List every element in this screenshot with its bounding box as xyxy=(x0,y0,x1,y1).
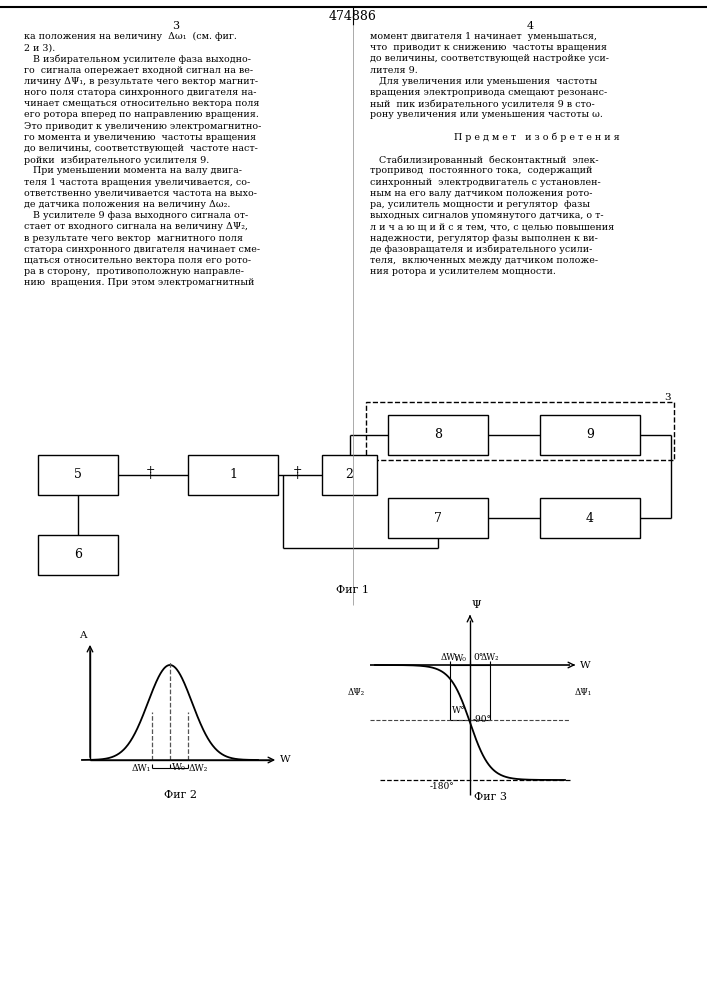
Text: ΔΨ₂: ΔΨ₂ xyxy=(348,688,365,697)
Text: ка положения на величину  Δω₁  (см. фиг.: ка положения на величину Δω₁ (см. фиг. xyxy=(24,32,237,41)
Text: 3: 3 xyxy=(173,21,180,31)
Text: 1: 1 xyxy=(229,468,237,482)
Text: 6: 6 xyxy=(74,548,82,562)
Text: щаться относительно вектора поля его рото-: щаться относительно вектора поля его рот… xyxy=(24,256,251,265)
Text: го  сигнала опережает входной сигнал на ве-: го сигнала опережает входной сигнал на в… xyxy=(24,66,253,75)
Text: +: + xyxy=(146,465,155,475)
Text: выходных сигналов упомянутого датчика, о т-: выходных сигналов упомянутого датчика, о… xyxy=(370,211,604,220)
Text: 3: 3 xyxy=(665,393,671,402)
Bar xyxy=(388,415,488,455)
Text: ния ротора и усилителем мощности.: ния ротора и усилителем мощности. xyxy=(370,267,556,276)
Text: надежности, регулятор фазы выполнен к ви-: надежности, регулятор фазы выполнен к ви… xyxy=(370,234,598,243)
Bar xyxy=(388,498,488,538)
Text: нию  вращения. При этом электромагнитный: нию вращения. При этом электромагнитный xyxy=(24,278,255,287)
Text: ра, усилитель мощности и регулятор  фазы: ра, усилитель мощности и регулятор фазы xyxy=(370,200,590,209)
Text: до величины, соответствующей настройке уси-: до величины, соответствующей настройке у… xyxy=(370,54,609,63)
Text: ра в сторону,  противоположную направле-: ра в сторону, противоположную направле- xyxy=(24,267,244,276)
Bar xyxy=(188,455,278,495)
Text: де фазовращателя и избирательного усили-: де фазовращателя и избирательного усили- xyxy=(370,245,592,254)
Text: A: A xyxy=(79,631,87,640)
Text: ройки  избирательного усилителя 9.: ройки избирательного усилителя 9. xyxy=(24,155,209,165)
Text: момент двигателя 1 начинает  уменьшаться,: момент двигателя 1 начинает уменьшаться, xyxy=(370,32,597,41)
Text: ответственно увеличивается частота на выхо-: ответственно увеличивается частота на вы… xyxy=(24,189,257,198)
Text: ΔΨ₁: ΔΨ₁ xyxy=(575,688,592,697)
Text: л и ч а ю щ и й с я тем, что, с целью повышения: л и ч а ю щ и й с я тем, что, с целью по… xyxy=(370,222,614,231)
Text: +: + xyxy=(292,471,302,481)
Text: ΔW₁: ΔW₁ xyxy=(440,653,460,662)
Text: стает от входного сигнала на величину ΔΨ₂,: стает от входного сигнала на величину ΔΨ… xyxy=(24,222,248,231)
Text: ный  пик избирательного усилителя 9 в сто-: ный пик избирательного усилителя 9 в сто… xyxy=(370,99,595,109)
Text: 0°: 0° xyxy=(473,653,484,662)
Text: 474886: 474886 xyxy=(329,10,377,23)
Text: ным на его валу датчиком положения рото-: ным на его валу датчиком положения рото- xyxy=(370,189,592,198)
Text: 4: 4 xyxy=(586,512,594,524)
Text: W°: W° xyxy=(452,706,466,715)
Text: де датчика положения на величину Δω₂.: де датчика положения на величину Δω₂. xyxy=(24,200,230,209)
Text: Фиг 3: Фиг 3 xyxy=(474,792,506,802)
Text: В избирательном усилителе фаза выходно-: В избирательном усилителе фаза выходно- xyxy=(24,54,251,64)
Text: +: + xyxy=(292,465,302,475)
Text: рону увеличения или уменьшения частоты ω.: рону увеличения или уменьшения частоты ω… xyxy=(370,110,603,119)
Text: 7: 7 xyxy=(434,512,442,524)
Text: го момента и увеличению  частоты вращения: го момента и увеличению частоты вращения xyxy=(24,133,256,142)
Bar xyxy=(38,455,118,495)
Text: 8: 8 xyxy=(434,428,442,442)
Text: Ψ: Ψ xyxy=(472,600,481,610)
Text: W₀: W₀ xyxy=(172,763,186,772)
Text: тропривод  постоянного тока,  содержащий: тропривод постоянного тока, содержащий xyxy=(370,166,592,175)
Text: личину ΔΨ₁, в результате чего вектор магнит-: личину ΔΨ₁, в результате чего вектор маг… xyxy=(24,77,258,86)
Text: статора синхронного двигателя начинает сме-: статора синхронного двигателя начинает с… xyxy=(24,245,260,254)
Text: лителя 9.: лителя 9. xyxy=(370,66,418,75)
Bar xyxy=(366,402,674,460)
Text: Фиг 1: Фиг 1 xyxy=(337,585,370,595)
Text: -180°: -180° xyxy=(430,782,455,791)
Text: его ротора вперед по направлению вращения.: его ротора вперед по направлению вращени… xyxy=(24,110,259,119)
Text: П р е д м е т   и з о б р е т е н и я: П р е д м е т и з о б р е т е н и я xyxy=(430,133,620,142)
Text: 9: 9 xyxy=(586,428,594,442)
Text: 4: 4 xyxy=(527,21,534,31)
Bar xyxy=(540,415,640,455)
Text: В усилителе 9 фаза выходного сигнала от-: В усилителе 9 фаза выходного сигнала от- xyxy=(24,211,248,220)
Text: что  приводит к снижению  частоты вращения: что приводит к снижению частоты вращения xyxy=(370,43,607,52)
Text: до величины, соответствующей  частоте наст-: до величины, соответствующей частоте нас… xyxy=(24,144,258,153)
Text: При уменьшении момента на валу двига-: При уменьшении момента на валу двига- xyxy=(24,166,242,175)
Text: вращения электропривода смещают резонанс-: вращения электропривода смещают резонанс… xyxy=(370,88,607,97)
Text: ного поля статора синхронного двигателя на-: ного поля статора синхронного двигателя … xyxy=(24,88,257,97)
Text: в результате чего вектор  магнитного поля: в результате чего вектор магнитного поля xyxy=(24,234,243,243)
Bar xyxy=(540,498,640,538)
Text: синхронный  электродвигатель с установлен-: синхронный электродвигатель с установлен… xyxy=(370,178,601,187)
Text: Стабилизированный  бесконтактный  элек-: Стабилизированный бесконтактный элек- xyxy=(370,155,599,165)
Text: +: + xyxy=(146,471,155,481)
Text: 5: 5 xyxy=(74,468,82,482)
Text: 2 и 3).: 2 и 3). xyxy=(24,43,55,52)
Text: 2: 2 xyxy=(346,468,354,482)
Text: ΔW₂: ΔW₂ xyxy=(481,653,499,662)
Text: W: W xyxy=(580,660,590,670)
Text: теля 1 частота вращения увеличивается, со-: теля 1 частота вращения увеличивается, с… xyxy=(24,178,250,187)
Text: W: W xyxy=(280,756,291,764)
Text: чинает смещаться относительно вектора поля: чинает смещаться относительно вектора по… xyxy=(24,99,259,108)
Bar xyxy=(450,665,490,720)
Text: ΔW₂: ΔW₂ xyxy=(189,764,209,773)
Text: -90°: -90° xyxy=(473,714,492,724)
Text: Фиг 2: Фиг 2 xyxy=(163,790,197,800)
Text: W₀: W₀ xyxy=(454,654,467,663)
Text: ΔW₁: ΔW₁ xyxy=(132,764,151,773)
Bar xyxy=(38,535,118,575)
Text: Для увеличения или уменьшения  частоты: Для увеличения или уменьшения частоты xyxy=(370,77,597,86)
Text: Это приводит к увеличению электромагнитно-: Это приводит к увеличению электромагнитн… xyxy=(24,122,262,131)
Text: теля,  включенных между датчиком положе-: теля, включенных между датчиком положе- xyxy=(370,256,598,265)
Bar xyxy=(322,455,377,495)
